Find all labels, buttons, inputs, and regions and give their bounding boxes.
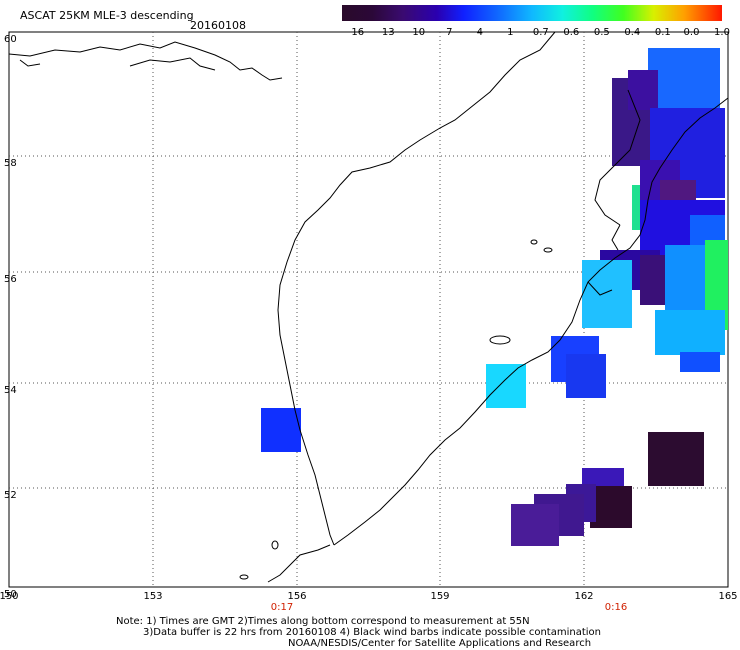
colorbar-gradient [342,5,722,21]
note-line-1: Note: 1) Times are GMT 2)Times along bot… [116,616,530,627]
longitude-label: 159 [430,591,450,602]
swath-cell [511,504,559,546]
swath-cell [590,486,632,528]
swath-cell [261,408,301,452]
coast-north-inner [129,57,216,71]
coast-kamchatka-east [333,97,729,546]
latitude-label: 50 [4,589,17,600]
swath-cell [486,364,526,408]
swath-cell [705,240,728,330]
island [239,574,249,580]
product-date: 20160108 [190,19,246,32]
product-title: ASCAT 25KM MLE-3 descending [20,9,194,22]
island [489,335,511,345]
swath-cell [566,354,606,398]
coast-north [8,41,283,81]
coast-south-tip [267,544,331,583]
island [530,239,538,245]
graticule [9,32,728,587]
coast-bay [587,281,613,296]
latitude-label: 58 [4,158,17,169]
note-line-2: 3)Data buffer is 22 hrs from 20160108 4)… [143,627,601,638]
island [271,540,279,550]
coast-karaginsky [594,89,641,226]
coastlines [8,31,729,583]
time-label-west: 0:17 [270,602,294,613]
latitude-label: 52 [4,490,17,501]
longitude-label: 156 [287,591,307,602]
island [543,247,553,253]
latitude-label: 56 [4,274,17,285]
longitude-label: 162 [574,591,594,602]
swath-cell [680,352,720,372]
longitude-label: 150 [0,591,19,602]
coast-inlet [611,224,621,251]
time-label-east: 0:16 [604,602,628,613]
colorbar [342,5,722,21]
swath-cell [582,260,632,328]
swath-cell [628,70,658,110]
coast-islet [19,59,41,67]
swath-cell [648,432,704,486]
longitude-label: 165 [718,591,738,602]
longitude-label: 153 [143,591,163,602]
latitude-label: 54 [4,385,17,396]
swath-cell [648,48,720,108]
coast-kamchatka-west [277,31,556,546]
scatterometer-swaths [261,48,728,546]
swath-cell [655,310,725,355]
swath-cell [632,185,640,230]
latitude-label: 60 [4,34,17,45]
note-line-3: NOAA/NESDIS/Center for Satellite Applica… [288,638,592,649]
